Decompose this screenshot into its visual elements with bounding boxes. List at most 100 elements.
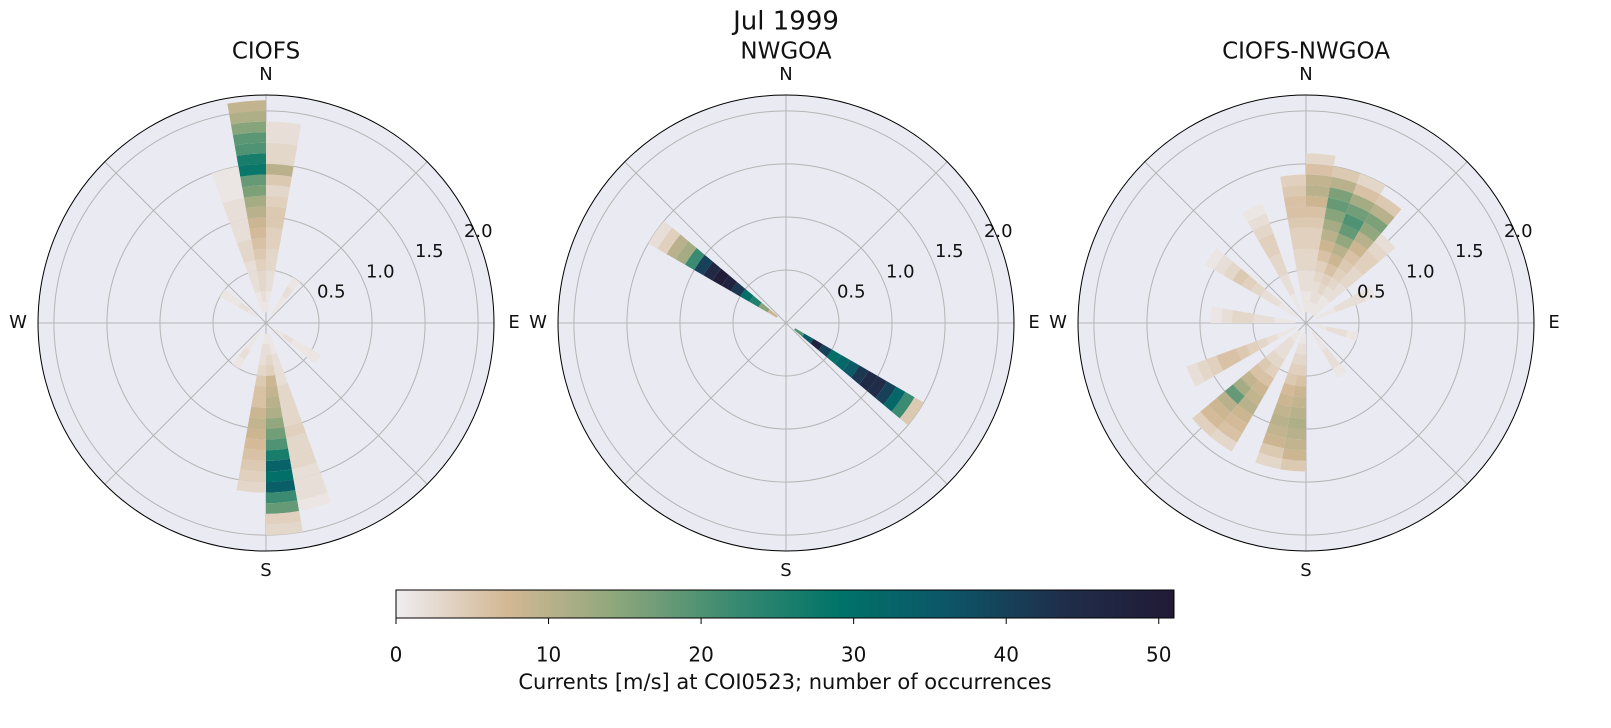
histogram-cell xyxy=(1306,153,1336,167)
histogram-cell xyxy=(1287,362,1299,376)
histogram-cell xyxy=(266,174,292,188)
histogram-cell xyxy=(1337,258,1354,275)
histogram-cell xyxy=(1342,213,1365,232)
histogram-cell xyxy=(236,153,266,167)
histogram-cell xyxy=(266,259,278,271)
histogram-cell xyxy=(1280,174,1306,188)
histogram-cell xyxy=(1327,277,1341,291)
figure-title: Jul 1999 xyxy=(731,7,839,37)
histogram-cell xyxy=(1315,260,1328,274)
histogram-cell xyxy=(266,269,276,282)
r-tick-label: 1.0 xyxy=(886,261,915,282)
histogram-cell xyxy=(262,301,266,313)
histogram-cell xyxy=(1315,312,1326,320)
histogram-cell xyxy=(758,302,770,313)
histogram-cell xyxy=(266,396,281,408)
histogram-cell xyxy=(1319,298,1331,310)
histogram-cell xyxy=(1280,458,1306,472)
histogram-cell xyxy=(1242,203,1267,222)
theta-grid-line xyxy=(1305,322,1468,485)
histogram-cell xyxy=(1294,259,1306,271)
histogram-cell xyxy=(255,291,263,304)
histogram-cell xyxy=(229,295,242,308)
direction-label: S xyxy=(260,560,271,581)
theta-grid-line xyxy=(1144,161,1307,324)
histogram-cell xyxy=(675,241,697,265)
colorbar-tick-label: 30 xyxy=(841,643,866,667)
histogram-cell xyxy=(231,355,245,369)
direction-label: S xyxy=(780,560,791,581)
histogram-cell xyxy=(238,302,250,313)
histogram-cell xyxy=(242,448,266,461)
direction-label: N xyxy=(259,64,272,85)
r-tick-label: 1.5 xyxy=(1455,241,1484,262)
histogram-cell xyxy=(240,174,266,188)
histogram-cell xyxy=(1285,206,1306,219)
histogram-cell xyxy=(1307,302,1314,314)
histogram-cell xyxy=(883,386,906,412)
histogram-cell xyxy=(1263,243,1281,259)
histogram-cell xyxy=(1292,331,1301,342)
histogram-cell xyxy=(1252,313,1265,323)
histogram-cell xyxy=(1298,280,1306,292)
histogram-cell xyxy=(842,360,860,378)
histogram-cell xyxy=(266,469,294,483)
histogram-cell xyxy=(251,238,266,250)
histogram-cell xyxy=(247,270,259,284)
histogram-cell xyxy=(266,195,289,209)
histogram-cell xyxy=(1351,291,1366,305)
colorbar-tick-label: 10 xyxy=(536,643,561,667)
histogram-cell xyxy=(1260,288,1274,302)
histogram-cell xyxy=(1359,221,1381,242)
r-tick-label: 2.0 xyxy=(1504,221,1533,242)
histogram-cell xyxy=(1369,203,1395,226)
histogram-cell xyxy=(1284,372,1297,386)
histogram-cell xyxy=(260,343,266,355)
histogram-cell xyxy=(1309,303,1317,314)
histogram-cell xyxy=(1258,233,1277,250)
histogram-cell xyxy=(899,397,924,426)
polar-plot: 0.5 1.0 1.5 2.0 N E S W NWGOA xyxy=(529,39,1040,582)
histogram-cell xyxy=(266,301,270,313)
histogram-cell xyxy=(740,288,754,302)
histogram-cell xyxy=(1318,239,1336,254)
histogram-cell xyxy=(1252,223,1274,241)
histogram-cell xyxy=(1263,315,1275,323)
r-tick-label: 2.0 xyxy=(464,221,493,242)
histogram-cell xyxy=(266,490,298,504)
theta-grid-line xyxy=(265,161,428,324)
histogram-cell xyxy=(266,153,296,167)
histogram-cell xyxy=(1335,328,1348,338)
histogram-cell xyxy=(1273,343,1286,356)
r-tick-label: 0.5 xyxy=(317,282,346,303)
histogram-cell xyxy=(254,259,266,271)
histogram-cell xyxy=(1306,280,1314,292)
histogram-cell xyxy=(1291,352,1301,365)
histogram-cell xyxy=(1306,238,1321,250)
histogram-cell xyxy=(266,416,285,430)
histogram-cell xyxy=(267,332,274,344)
histogram-cell xyxy=(287,277,301,291)
histogram-cell xyxy=(1361,285,1376,302)
direction-label: E xyxy=(508,312,519,333)
histogram-cell xyxy=(306,349,322,364)
histogram-cell xyxy=(256,269,266,282)
histogram-cell xyxy=(291,462,321,480)
histogram-cell xyxy=(1374,194,1402,218)
histogram-cell xyxy=(1294,375,1306,387)
histogram-cell xyxy=(273,362,285,376)
histogram-cell xyxy=(1324,263,1338,278)
histogram-cell xyxy=(1276,392,1294,407)
histogram-cell xyxy=(1306,195,1329,209)
histogram-cell xyxy=(293,472,325,491)
colorbar-label: Currents [m/s] at COI0523; number of occ… xyxy=(518,670,1051,694)
histogram-cell xyxy=(220,288,234,302)
histogram-cell xyxy=(1291,396,1306,408)
histogram-cell xyxy=(244,260,257,274)
histogram-cell xyxy=(266,291,272,303)
r-tick-label: 1.0 xyxy=(1406,261,1435,282)
histogram-cell xyxy=(1289,329,1300,340)
direction-label: S xyxy=(1300,560,1311,581)
histogram-cell xyxy=(266,343,272,355)
